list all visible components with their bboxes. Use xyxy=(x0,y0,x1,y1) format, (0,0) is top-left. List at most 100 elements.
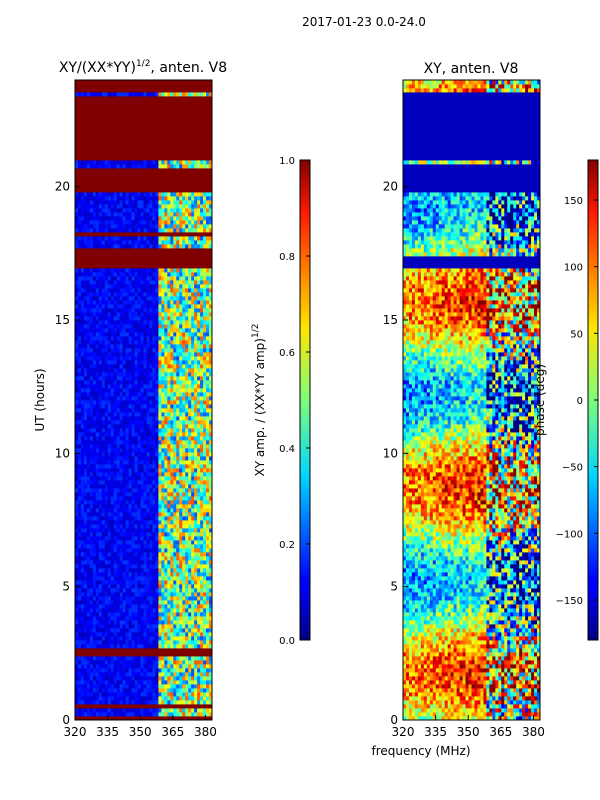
amplitude-cell xyxy=(95,484,100,489)
amplitude-cell xyxy=(104,324,109,329)
amplitude-cell xyxy=(107,612,112,617)
amplitude-cell xyxy=(170,416,174,421)
amplitude-cell xyxy=(152,608,156,613)
amplitude-cell xyxy=(101,396,106,401)
amplitude-cell xyxy=(119,716,124,720)
amplitude-cell xyxy=(125,416,130,421)
amplitude-cell xyxy=(83,324,88,329)
amplitude-cell xyxy=(164,420,168,425)
amplitude-cell xyxy=(119,340,124,345)
amplitude-cell xyxy=(113,676,118,681)
amplitude-cell xyxy=(203,292,207,297)
amplitude-cell xyxy=(149,604,153,609)
amplitude-cell xyxy=(167,388,171,393)
amplitude-cell xyxy=(140,296,144,301)
amplitude-cell xyxy=(164,600,168,605)
amplitude-cell xyxy=(155,496,159,501)
amplitude-cell xyxy=(173,588,177,593)
amplitude-cell xyxy=(176,676,180,681)
amplitude-cell xyxy=(140,624,144,629)
amplitude-cell xyxy=(131,308,135,313)
amplitude-cell xyxy=(164,380,168,385)
amplitude-cell xyxy=(182,408,186,413)
amplitude-cell xyxy=(134,532,138,537)
amplitude-cell xyxy=(128,660,132,665)
amplitude-cell xyxy=(203,680,207,685)
amplitude-cell xyxy=(188,648,192,653)
amplitude-cell xyxy=(194,644,198,649)
amplitude-cell xyxy=(119,408,124,413)
amplitude-cell xyxy=(179,308,183,313)
amplitude-cell xyxy=(152,480,156,485)
amplitude-cell xyxy=(98,348,103,353)
amplitude-cell xyxy=(185,592,189,597)
amplitude-cell xyxy=(149,456,153,461)
amplitude-cell xyxy=(134,620,138,625)
amplitude-cell xyxy=(95,568,100,573)
amplitude-cell xyxy=(140,696,144,701)
amplitude-cell xyxy=(83,608,88,613)
amplitude-cell xyxy=(116,572,121,577)
amplitude-cell xyxy=(122,444,127,449)
amplitude-cell xyxy=(128,576,132,581)
amplitude-cell xyxy=(155,696,159,701)
amplitude-cell xyxy=(80,700,85,705)
amplitude-cell xyxy=(185,700,189,705)
amplitude-cell xyxy=(122,660,127,665)
amplitude-cell xyxy=(134,348,138,353)
amplitude-cell xyxy=(164,472,168,477)
amplitude-cell xyxy=(161,324,165,329)
amplitude-cell xyxy=(182,484,186,489)
amplitude-cell xyxy=(191,384,195,389)
amplitude-cell xyxy=(173,340,177,345)
amplitude-cell xyxy=(203,572,207,577)
amplitude-cell xyxy=(146,364,150,369)
amplitude-cell xyxy=(75,456,79,461)
amplitude-cell xyxy=(140,332,144,337)
amplitude-cell xyxy=(89,604,94,609)
amplitude-cell xyxy=(179,604,183,609)
amplitude-cell xyxy=(176,504,180,509)
amplitude-cell xyxy=(161,436,165,441)
amplitude-cell xyxy=(152,400,156,405)
amplitude-cell xyxy=(179,392,183,397)
amplitude-cell xyxy=(167,416,171,421)
amplitude-cell xyxy=(107,484,112,489)
amplitude-cell xyxy=(140,380,144,385)
amplitude-cell xyxy=(200,468,204,473)
amplitude-cell xyxy=(164,464,168,469)
amplitude-cell xyxy=(113,560,118,565)
amplitude-cell xyxy=(125,556,130,561)
amplitude-cell xyxy=(194,520,198,525)
amplitude-cell xyxy=(173,484,177,489)
amplitude-cell xyxy=(161,432,165,437)
amplitude-cell xyxy=(110,452,115,457)
amplitude-cell xyxy=(128,316,132,321)
amplitude-cell xyxy=(167,528,171,533)
amplitude-cell xyxy=(182,704,186,709)
amplitude-cell xyxy=(197,400,201,405)
amplitude-cell xyxy=(176,448,180,453)
amplitude-cell xyxy=(86,696,91,701)
amplitude-cell xyxy=(164,604,168,609)
amplitude-heatmap xyxy=(75,80,212,720)
amplitude-cell xyxy=(206,376,210,381)
amplitude-cell xyxy=(143,636,147,641)
amplitude-cell xyxy=(209,636,212,641)
amplitude-cell xyxy=(191,544,195,549)
amplitude-cell xyxy=(89,612,94,617)
amplitude-cell xyxy=(143,584,147,589)
amplitude-cell xyxy=(167,544,171,549)
amplitude-cell xyxy=(191,688,195,693)
amplitude-cell xyxy=(194,324,198,329)
amplitude-cell xyxy=(146,300,150,305)
amplitude-cell xyxy=(125,560,130,565)
amplitude-cell xyxy=(161,512,165,517)
amplitude-cell xyxy=(75,320,79,325)
amplitude-cell xyxy=(119,372,124,377)
amplitude-cell xyxy=(128,608,132,613)
amplitude-cell xyxy=(137,316,141,321)
amplitude-cell xyxy=(149,696,153,701)
amplitude-cell xyxy=(122,656,127,661)
amplitude-cell xyxy=(128,412,132,417)
